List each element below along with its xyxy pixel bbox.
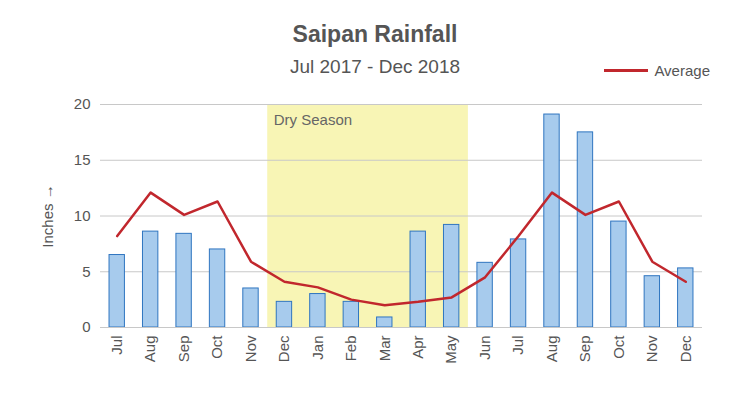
svg-text:Dec: Dec	[677, 335, 694, 362]
svg-text:Jun: Jun	[476, 336, 493, 360]
svg-text:0: 0	[82, 318, 90, 335]
svg-text:Aug: Aug	[141, 336, 158, 363]
svg-text:Dry Season: Dry Season	[274, 111, 352, 128]
svg-text:Mar: Mar	[376, 336, 393, 362]
svg-text:15: 15	[74, 151, 91, 168]
svg-text:Nov: Nov	[242, 335, 259, 362]
svg-text:Oct: Oct	[610, 335, 627, 359]
svg-text:20: 20	[74, 95, 91, 112]
svg-text:Oct: Oct	[208, 335, 225, 359]
svg-text:Jul: Jul	[509, 336, 526, 355]
svg-text:Aug: Aug	[543, 336, 560, 363]
svg-text:Sep: Sep	[175, 336, 192, 363]
svg-text:May: May	[442, 335, 459, 364]
svg-text:Nov: Nov	[643, 335, 660, 362]
svg-text:Jan: Jan	[309, 336, 326, 360]
html-text:Saipan Rainfall: Saipan Rainfall	[292, 21, 458, 47]
svg-text:Apr: Apr	[409, 335, 426, 358]
html-text:Jul 2017 - Dec 2018: Jul 2017 - Dec 2018	[290, 56, 460, 77]
html-text:Average: Average	[654, 62, 710, 79]
svg-text:Sep: Sep	[576, 336, 593, 363]
svg-text:Jul: Jul	[108, 336, 125, 355]
svg-text:Dec: Dec	[275, 335, 292, 362]
svg-text:Feb: Feb	[342, 336, 359, 362]
svg-text:5: 5	[82, 263, 90, 280]
svg-text:Inches →: Inches →	[39, 184, 56, 247]
svg-text:10: 10	[74, 207, 91, 224]
